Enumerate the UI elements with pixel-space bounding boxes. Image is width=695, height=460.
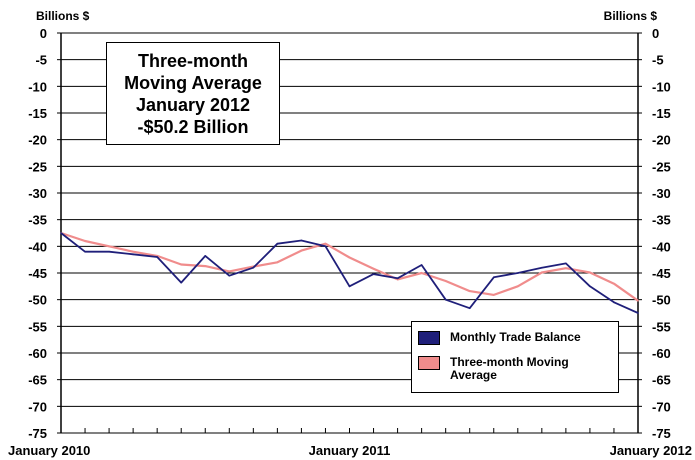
data-point: [84, 240, 86, 242]
y-tick-label-right: -70: [652, 399, 671, 414]
data-point: [589, 285, 591, 288]
x-tick-label: January 2012: [610, 443, 692, 458]
data-point: [541, 266, 543, 269]
y-tick-label-right: -30: [652, 186, 671, 201]
annotation-line-1: Three-month: [138, 50, 248, 71]
y-axis-unit-left: Billions $: [36, 9, 90, 23]
legend-item-moving-average: Three-month Moving Average: [418, 356, 610, 382]
data-point: [228, 274, 231, 277]
data-point: [132, 253, 134, 256]
data-point: [204, 255, 207, 257]
y-tick-label-left: -45: [28, 266, 47, 281]
legend-label-moving-average: Three-month Moving Average: [450, 355, 569, 382]
y-tick-label-left: -30: [28, 186, 47, 201]
data-point: [444, 280, 447, 282]
data-point: [300, 249, 303, 252]
data-point: [492, 276, 495, 279]
x-tick-label: January 2010: [8, 443, 90, 458]
data-point: [468, 290, 471, 292]
data-point: [516, 272, 519, 274]
data-point: [84, 250, 86, 253]
y-tick-label-right: -65: [652, 373, 671, 388]
legend-swatch-moving-average: [418, 356, 440, 370]
y-tick-label-left: -35: [28, 213, 47, 228]
y-axis-unit-right: Billions $: [603, 9, 657, 23]
data-point: [252, 266, 255, 269]
y-tick-label-right: -25: [652, 159, 671, 174]
data-point: [565, 267, 567, 270]
y-axis-left: 0 -5 -10 -15 -20 -25 -30 -35 -40 -45 -50 -55 -60 -65 -…: [28, 26, 61, 441]
y-tick-label-right: -50: [652, 293, 671, 308]
data-point: [420, 264, 423, 266]
y-tick-label-right: -45: [652, 266, 671, 281]
data-point: [516, 285, 519, 288]
series-lines: [60, 231, 639, 314]
y-axis-right: 0 -5 -10 -15 -20 -25 -30 -35 -40 -45 -50 -55 -60 -65 -…: [638, 26, 671, 441]
x-axis: January 2010 January 2011 January 2012: [8, 428, 692, 458]
y-tick-label-left: -50: [28, 293, 47, 308]
annotation-line-4: -$50.2 Billion: [137, 116, 249, 137]
annotation-line-3: January 2012: [135, 94, 251, 115]
data-point: [420, 272, 423, 274]
y-tick-label-left: -75: [28, 426, 47, 441]
data-point: [396, 277, 399, 280]
legend-label-monthly: Monthly Trade Balance: [450, 330, 581, 344]
data-point: [156, 256, 158, 258]
data-point: [324, 242, 327, 245]
data-point: [492, 294, 495, 296]
y-tick-label-left: -40: [28, 239, 47, 254]
y-tick-label-right: -5: [652, 53, 664, 68]
data-point: [613, 301, 615, 304]
y-tick-label-right: -10: [652, 79, 671, 94]
y-tick-label-right: -15: [652, 106, 671, 121]
data-point: [132, 250, 134, 253]
y-tick-label-left: 0: [40, 26, 47, 41]
y-tick-label-left: -65: [28, 373, 47, 388]
y-tick-label-left: -5: [35, 53, 47, 68]
data-point: [60, 232, 62, 234]
data-point: [108, 250, 110, 253]
data-point: [324, 245, 327, 248]
data-point: [613, 282, 615, 285]
y-tick-label-left: -60: [28, 346, 47, 361]
y-tick-label-left: -20: [28, 133, 47, 148]
annotation-line-2: Moving Average: [124, 72, 262, 93]
data-point: [180, 263, 183, 266]
data-point: [372, 267, 375, 270]
annotation-box: Three-month Moving Average January 2012 …: [106, 42, 280, 145]
data-point: [180, 281, 183, 284]
y-tick-label-right: -35: [652, 213, 671, 228]
data-point: [541, 271, 543, 274]
y-tick-label-left: -15: [28, 106, 47, 121]
data-point: [468, 307, 471, 310]
data-point: [276, 261, 279, 264]
y-tick-label-left: -70: [28, 399, 47, 414]
y-tick-label-left: -10: [28, 79, 47, 94]
y-tick-label-right: -20: [652, 133, 671, 148]
data-point: [348, 256, 351, 259]
data-point: [108, 245, 110, 248]
legend-item-monthly: Monthly Trade Balance: [418, 331, 610, 345]
data-point: [589, 271, 591, 274]
data-point: [228, 270, 231, 273]
y-tick-label-left: -55: [28, 319, 47, 334]
data-point: [565, 262, 567, 265]
data-point: [300, 239, 303, 242]
data-point: [637, 299, 639, 302]
y-tick-label-right: -40: [652, 239, 671, 254]
data-point: [348, 285, 351, 288]
data-point: [204, 265, 207, 267]
data-point: [637, 312, 639, 314]
legend: Monthly Trade Balance Three-month Moving…: [411, 321, 619, 393]
data-point: [444, 298, 447, 301]
data-point: [276, 242, 279, 245]
y-tick-label-left: -25: [28, 159, 47, 174]
y-tick-label-right: -60: [652, 346, 671, 361]
y-tick-label-right: 0: [652, 26, 659, 41]
legend-swatch-monthly: [418, 331, 440, 345]
data-point: [372, 273, 375, 275]
y-tick-label-right: -75: [652, 426, 671, 441]
x-tick-label: January 2011: [309, 443, 391, 458]
y-tick-label-right: -55: [652, 319, 671, 334]
